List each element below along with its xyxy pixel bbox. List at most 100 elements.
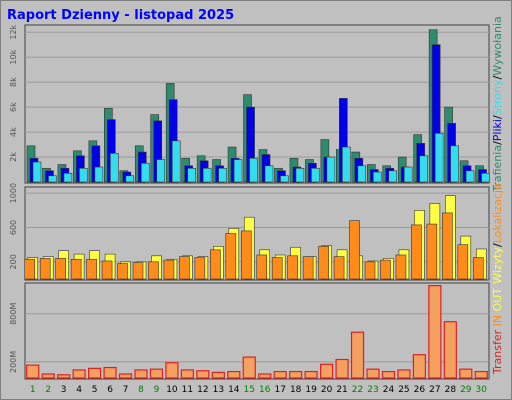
day-label-20: 20 <box>321 385 333 395</box>
bar-lokalizacje-day-1 <box>24 258 36 280</box>
bar-strony-day-27 <box>434 133 444 183</box>
day-label-28: 28 <box>445 385 457 395</box>
bar-lokalizacje-day-15 <box>240 230 252 280</box>
bar-strony-day-6 <box>110 152 119 183</box>
bar-lokalizacje-day-20 <box>318 246 329 280</box>
bar-lokalizacje-day-5 <box>86 258 97 280</box>
side-label-1: Trafienia/Pliki/Strony/Wywołania <box>491 16 504 193</box>
bar-transfer-day-2 <box>41 373 55 379</box>
chart-panels: 2k 4k 6k 8k 10k 12k 200 600 1000 200M 800M <box>9 24 490 380</box>
bar-transfer-day-15 <box>242 356 256 379</box>
bar-lokalizacje-day-6 <box>101 260 113 280</box>
day-label-27: 27 <box>429 385 440 395</box>
bar-lokalizacje-day-23 <box>364 261 376 280</box>
chart-panel-3: 200M 800M <box>9 282 490 380</box>
bar-lokalizacje-day-4 <box>70 258 82 280</box>
day-label-10: 10 <box>166 385 178 395</box>
day-label-9: 9 <box>154 385 160 395</box>
side-label-part: Transfer <box>491 329 504 375</box>
bar-strony-day-13 <box>218 167 227 183</box>
bar-lokalizacje-day-22 <box>349 220 360 280</box>
day-axis: 1 2 3 4 5 6 7 8 9 10 11 12 13 14 15 16 17 18 19 20 21 22 23 24 2… <box>30 385 487 395</box>
bar-transfer-day-5 <box>87 367 102 379</box>
bar-lokalizacje-day-28 <box>442 212 453 280</box>
bar-strony-day-18 <box>295 167 305 183</box>
side-label-part: Pliki <box>491 119 504 141</box>
bar-lokalizacje-day-9 <box>148 261 159 280</box>
day-label-6: 6 <box>107 385 113 395</box>
day-label-3: 3 <box>61 385 67 395</box>
day-label-24: 24 <box>383 385 395 395</box>
bar-transfer-day-7 <box>118 373 133 379</box>
y-tick-label: 6k <box>9 102 18 112</box>
bar-strony-day-14 <box>233 159 243 183</box>
bar-lokalizacje-day-24 <box>380 259 391 280</box>
day-label-12: 12 <box>197 385 208 395</box>
side-label-part: Wizyty <box>491 247 504 284</box>
bar-lokalizacje-day-19 <box>302 256 314 280</box>
chart-title: Raport Dzienny - listopad 2025 <box>7 8 234 23</box>
bar-strony-day-20 <box>326 156 336 183</box>
bar-strony-day-7 <box>125 175 135 183</box>
bar-transfer-day-16 <box>258 373 272 379</box>
bar-transfer-day-21 <box>335 358 349 379</box>
chart-panel-1: 2k 4k 6k 8k 10k 12k <box>9 24 490 184</box>
side-label-part: / <box>491 243 504 247</box>
bar-strony-day-16 <box>264 165 274 183</box>
bar-strony-day-17 <box>280 175 289 183</box>
bar-strony-day-11 <box>187 167 196 183</box>
bar-transfer-day-29 <box>459 368 473 379</box>
bar-transfer-day-9 <box>149 368 164 379</box>
y-tick-label: 1000 <box>9 183 18 203</box>
bar-strony-day-24 <box>388 170 398 183</box>
bar-lokalizacje-day-26 <box>411 224 422 280</box>
bar-strony-day-2 <box>48 175 57 183</box>
day-label-25: 25 <box>398 385 409 395</box>
day-label-5: 5 <box>92 385 98 395</box>
day-label-21: 21 <box>336 385 347 395</box>
bar-transfer-day-1 <box>26 364 40 379</box>
day-label-13: 13 <box>213 385 224 395</box>
bar-lokalizacje-day-11 <box>179 256 190 280</box>
bar-lokalizacje-day-16 <box>256 254 268 280</box>
bar-lokalizacje-day-27 <box>426 223 438 280</box>
side-label-part: Wywołania <box>491 16 504 76</box>
bar-strony-day-21 <box>342 146 351 183</box>
bar-transfer-day-6 <box>103 366 117 379</box>
bar-strony-day-12 <box>202 167 212 183</box>
day-label-4: 4 <box>76 385 82 395</box>
y-tick-label: 200 <box>9 254 18 269</box>
bar-transfer-day-3 <box>57 374 71 379</box>
side-label-2: Wizyty/Lokalizacje <box>491 183 504 284</box>
day-label-1: 1 <box>30 385 36 395</box>
side-label-3: Transfer IN OUT <box>491 288 504 375</box>
bar-lokalizacje-day-18 <box>287 255 298 280</box>
bar-lokalizacje-day-25 <box>395 254 407 280</box>
bar-strony-day-30 <box>481 172 490 183</box>
bar-strony-day-3 <box>63 172 73 183</box>
bar-transfer-day-18 <box>289 370 303 379</box>
bar-transfer-day-28 <box>443 321 457 379</box>
bar-lokalizacje-day-12 <box>194 257 206 280</box>
side-labels: Trafienia/Pliki/Strony/WywołaniaWizyty/L… <box>491 16 504 375</box>
bar-transfer-day-23 <box>366 368 380 379</box>
bar-lokalizacje-day-3 <box>55 258 66 280</box>
bar-transfer-day-8 <box>134 369 148 379</box>
bar-strony-day-25 <box>403 166 413 183</box>
bar-transfer-day-11 <box>180 369 194 379</box>
day-label-19: 19 <box>305 385 317 395</box>
day-label-14: 14 <box>228 385 240 395</box>
bar-transfer-day-13 <box>211 371 225 379</box>
bar-strony-day-4 <box>79 167 88 183</box>
bar-transfer-day-30 <box>474 370 488 379</box>
side-label-part: / <box>491 115 504 119</box>
day-label-15: 15 <box>244 385 255 395</box>
bar-transfer-day-25 <box>397 369 411 379</box>
bar-transfer-day-24 <box>381 370 396 379</box>
bar-lokalizacje-day-13 <box>210 249 221 280</box>
day-label-17: 17 <box>274 385 285 395</box>
bar-transfer-day-22 <box>350 331 365 379</box>
day-label-7: 7 <box>123 385 129 395</box>
